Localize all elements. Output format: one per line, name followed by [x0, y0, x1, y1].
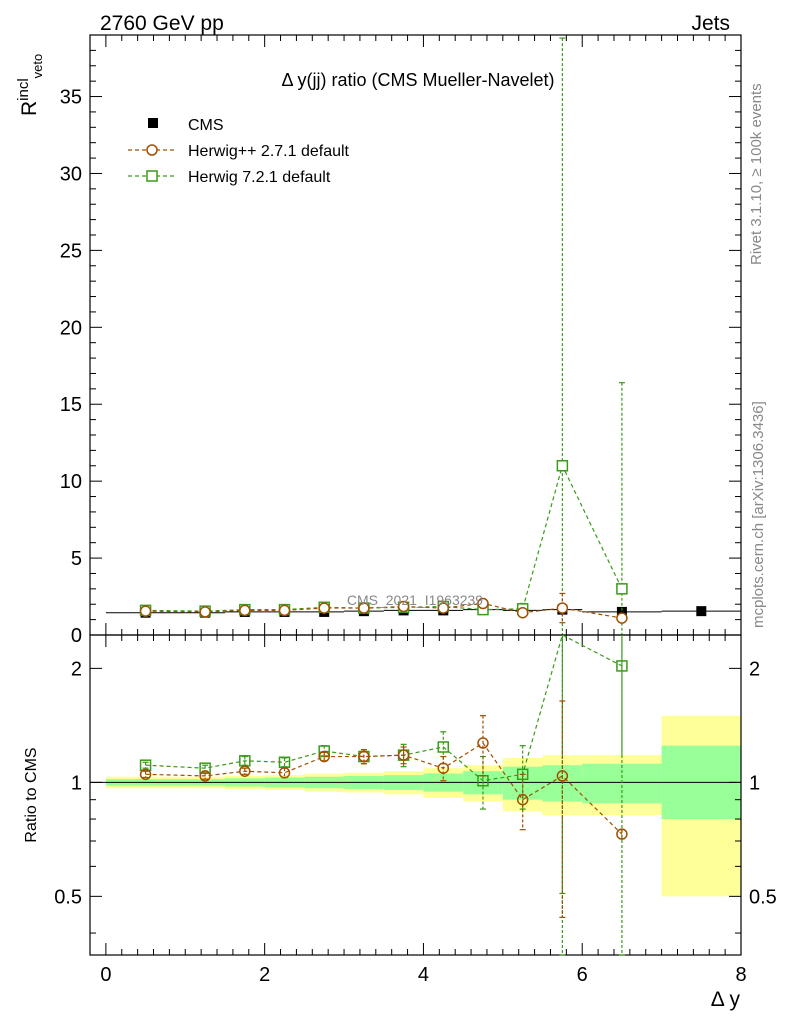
ratio-xtick-label: 4: [418, 964, 429, 986]
ratio-xtick-label: 0: [100, 964, 111, 986]
watermark: CMS_2021_I1963239: [347, 592, 483, 608]
ratio-xtick-label: 6: [577, 964, 588, 986]
point-circle: [477, 597, 489, 610]
legend-marker-cms: [148, 118, 158, 128]
ratio-point-square: [437, 741, 450, 753]
point-square: [556, 460, 569, 472]
legend-label-herwig7: Herwig 7.2.1 default: [188, 169, 331, 186]
main-ytick-label: 20: [60, 317, 82, 339]
ratio-ytick-label-left: 1: [71, 772, 82, 794]
main-panel: 0 5 10 15 20 25 30 35: [60, 34, 742, 895]
ratio-point-circle: [397, 749, 410, 761]
ratio-point-circle: [616, 828, 628, 840]
main-ytick-label: 35: [60, 87, 82, 109]
main-ytick-label: 15: [60, 394, 82, 416]
point-circle: [437, 602, 450, 614]
legend-marker-herwig7: [146, 170, 158, 182]
point-circle: [239, 604, 251, 617]
point-square: [616, 583, 628, 595]
energy-label: 2760 GeV pp: [100, 12, 224, 35]
point-circle: [397, 600, 410, 613]
legend-label-cms: CMS: [188, 117, 224, 134]
process-label: Jets: [691, 12, 730, 35]
main-ytick-label: 10: [60, 471, 82, 493]
ylabel-main: R: [18, 101, 41, 116]
series-line: [145, 464, 623, 612]
main-ytick-label: 30: [60, 163, 82, 185]
main-ytick-label: 5: [71, 548, 82, 570]
legend-label-herwigpp: Herwig++ 2.7.1 default: [188, 143, 350, 160]
point-circle: [516, 606, 529, 619]
ratio-frame: [89, 634, 742, 956]
main-ylabel: Rinclveto: [15, 54, 45, 116]
ratio-ytick-label-right: 0.5: [749, 886, 777, 908]
point-circle: [139, 605, 152, 617]
cms-point: [696, 606, 707, 617]
rivet-label: Rivet 3.1.10, ≥ 100k events: [748, 83, 765, 265]
legend-marker-herwigpp: [146, 144, 158, 156]
point-circle: [616, 612, 628, 624]
point-circle: [318, 602, 330, 614]
ratio-point-circle: [437, 762, 450, 774]
xaxis-label: Δ y: [711, 988, 741, 1011]
ratio-ytick-label-left: 0.5: [54, 886, 82, 908]
ratio-ytick-label-left: 2: [71, 658, 82, 680]
ratio-xtick-label: 2: [259, 964, 270, 986]
main-title: Δ y(jj) ratio (CMS Mueller-Navelet): [281, 70, 554, 90]
ylabel-sub: veto: [30, 54, 45, 79]
ratio-point-circle: [139, 768, 152, 781]
main-ytick-label: 0: [71, 625, 82, 647]
point-circle: [278, 604, 291, 617]
ylabel-sup: incl: [15, 78, 32, 101]
ratio-panel: 0 2 4 6 8 0.5 0.5 1 1 2 2: [54, 634, 777, 986]
ratio-point-circle: [318, 750, 330, 763]
point-circle: [556, 602, 569, 614]
svg-text:Rinclveto: Rinclveto: [15, 54, 45, 116]
ratio-point-circle: [239, 765, 251, 777]
ratio-series-line: [145, 742, 623, 835]
ratio-ylabel: Ratio to CMS: [23, 747, 40, 842]
mcplots-label: mcplots.cern.ch [arXiv:1306.3436]: [750, 401, 767, 628]
ratio-point-circle: [556, 770, 569, 782]
point-circle: [199, 606, 211, 618]
ratio-point-circle: [358, 750, 370, 763]
cms-point: [616, 606, 627, 617]
ratio-point-circle: [278, 767, 291, 779]
ratio-point-circle: [199, 770, 211, 782]
ratio-point-square: [139, 759, 152, 771]
series-line: [145, 602, 623, 619]
point-circle: [358, 602, 370, 614]
ratio-point-square: [616, 660, 628, 672]
legend: CMS Herwig++ 2.7.1 default Herwig 7.2.1 …: [128, 117, 350, 186]
ratio-point-circle: [477, 737, 489, 749]
ratio-point-circle: [516, 793, 529, 806]
main-ytick-label: 25: [60, 240, 82, 262]
ratio-xtick-label: 8: [735, 964, 746, 986]
ratio-ytick-label-right: 2: [749, 658, 760, 680]
ratio-ytick-label-right: 1: [749, 772, 760, 794]
